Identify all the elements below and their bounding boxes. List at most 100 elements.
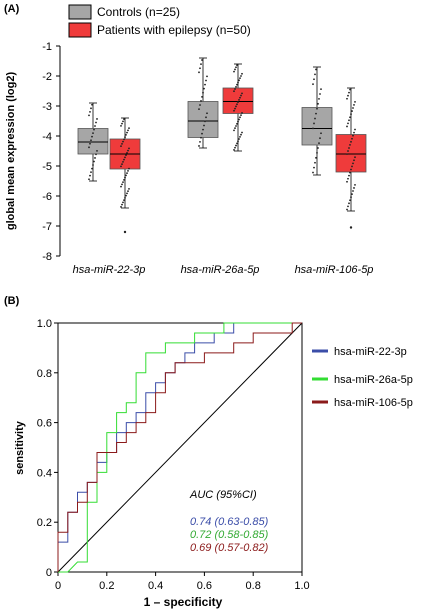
panel-a-label: (A) xyxy=(4,3,20,15)
data-point xyxy=(89,110,91,113)
panel-b-x-tick-label: 0.2 xyxy=(99,580,114,592)
data-point xyxy=(346,97,348,100)
data-point xyxy=(124,176,126,179)
data-point xyxy=(233,70,235,73)
data-point xyxy=(319,137,321,140)
data-point xyxy=(234,107,236,110)
data-point xyxy=(350,196,352,199)
data-point xyxy=(240,133,242,136)
box-iqr xyxy=(335,134,367,173)
outlier-point xyxy=(349,226,353,229)
data-point xyxy=(312,83,314,86)
data-point xyxy=(238,138,240,140)
roc-curve-mir22 xyxy=(57,322,302,572)
data-point xyxy=(349,116,351,119)
data-point xyxy=(91,103,93,106)
data-point xyxy=(125,133,127,136)
data-point xyxy=(88,178,90,181)
data-point xyxy=(351,165,353,168)
data-point xyxy=(237,140,239,143)
data-point xyxy=(234,88,236,90)
box-patients-2 xyxy=(222,63,254,152)
data-point xyxy=(349,88,351,91)
data-point xyxy=(94,125,96,127)
data-point xyxy=(94,157,96,159)
panel-a-category-label: hsa-miR-26a-5p xyxy=(181,264,260,276)
panel-b-legend: hsa-miR-22-3p hsa-miR-26a-5p hsa-miR-106… xyxy=(312,346,413,409)
data-point xyxy=(352,190,354,192)
panel-b-x-axis-title: 1 – specificity xyxy=(144,595,223,609)
data-point xyxy=(121,122,123,125)
data-point xyxy=(90,107,92,110)
data-point xyxy=(316,107,318,110)
data-point xyxy=(354,183,356,186)
data-point xyxy=(346,125,348,128)
data-point xyxy=(354,156,356,159)
data-point xyxy=(127,169,129,172)
panel-a-y-tick-label: -1 xyxy=(42,41,52,53)
data-point xyxy=(348,202,350,205)
data-point xyxy=(235,66,237,69)
data-point xyxy=(236,103,238,106)
data-point xyxy=(202,91,204,94)
data-point xyxy=(206,75,208,78)
data-point xyxy=(122,201,124,204)
data-point xyxy=(91,167,93,170)
data-point xyxy=(95,121,97,124)
data-point xyxy=(233,109,235,112)
data-point xyxy=(238,118,240,121)
box-iqr xyxy=(187,101,219,138)
data-point xyxy=(235,85,237,88)
data-point xyxy=(93,160,95,163)
data-point xyxy=(93,128,95,131)
data-point xyxy=(121,142,123,145)
data-point xyxy=(312,127,314,130)
data-point xyxy=(354,128,356,131)
data-point xyxy=(316,152,318,154)
data-point xyxy=(351,193,353,195)
panel-a-x-labels: hsa-miR-22-3p hsa-miR-26a-5p hsa-miR-106-5… xyxy=(73,264,374,276)
data-point xyxy=(353,104,355,106)
data-point xyxy=(240,114,242,117)
auc-value-mir22: 0.74 (0.63-0.85) xyxy=(190,516,269,528)
data-point xyxy=(120,165,122,168)
data-point xyxy=(128,167,130,170)
data-point xyxy=(237,101,239,103)
panel-b-ticks: 0 0.2 0.4 0.6 0.8 1.0 0 0.2 0.4 0.6 0.8 1.0 xyxy=(37,318,310,592)
panel-b-y-tick-label: 0.2 xyxy=(37,517,52,529)
legend-swatch-controls xyxy=(68,4,92,20)
data-point xyxy=(241,92,243,95)
data-point xyxy=(202,128,204,131)
data-point xyxy=(201,132,203,135)
panel-a-legend: Controls (n=25) Patients with epilepsy (… xyxy=(68,4,251,38)
data-point xyxy=(204,83,206,86)
data-point xyxy=(236,64,238,66)
data-point xyxy=(128,127,130,130)
box-iqr xyxy=(301,107,333,146)
data-point xyxy=(128,147,130,150)
panel-b-y-axis-title: sensitivity xyxy=(14,420,26,475)
data-point xyxy=(319,93,321,95)
data-point xyxy=(352,107,354,109)
data-point xyxy=(350,113,352,116)
legend-label-mir26a: hsa-miR-26a-5p xyxy=(334,374,413,386)
data-point xyxy=(353,187,355,189)
data-point xyxy=(353,131,355,134)
data-point xyxy=(320,88,322,90)
data-point xyxy=(320,132,322,135)
data-point xyxy=(233,90,235,93)
panel-b-x-tick-label: 1.0 xyxy=(294,580,309,592)
data-point xyxy=(348,91,350,94)
data-point xyxy=(126,172,128,175)
data-point xyxy=(234,146,236,149)
data-point xyxy=(346,208,348,211)
data-point xyxy=(352,134,354,137)
data-point xyxy=(89,142,91,145)
data-point xyxy=(317,102,319,105)
data-point xyxy=(241,112,243,114)
data-point xyxy=(349,171,351,174)
box-iqr xyxy=(222,87,254,114)
data-point xyxy=(234,127,236,130)
data-point xyxy=(127,149,129,152)
panel-b-y-tick-label: 1.0 xyxy=(37,318,52,330)
